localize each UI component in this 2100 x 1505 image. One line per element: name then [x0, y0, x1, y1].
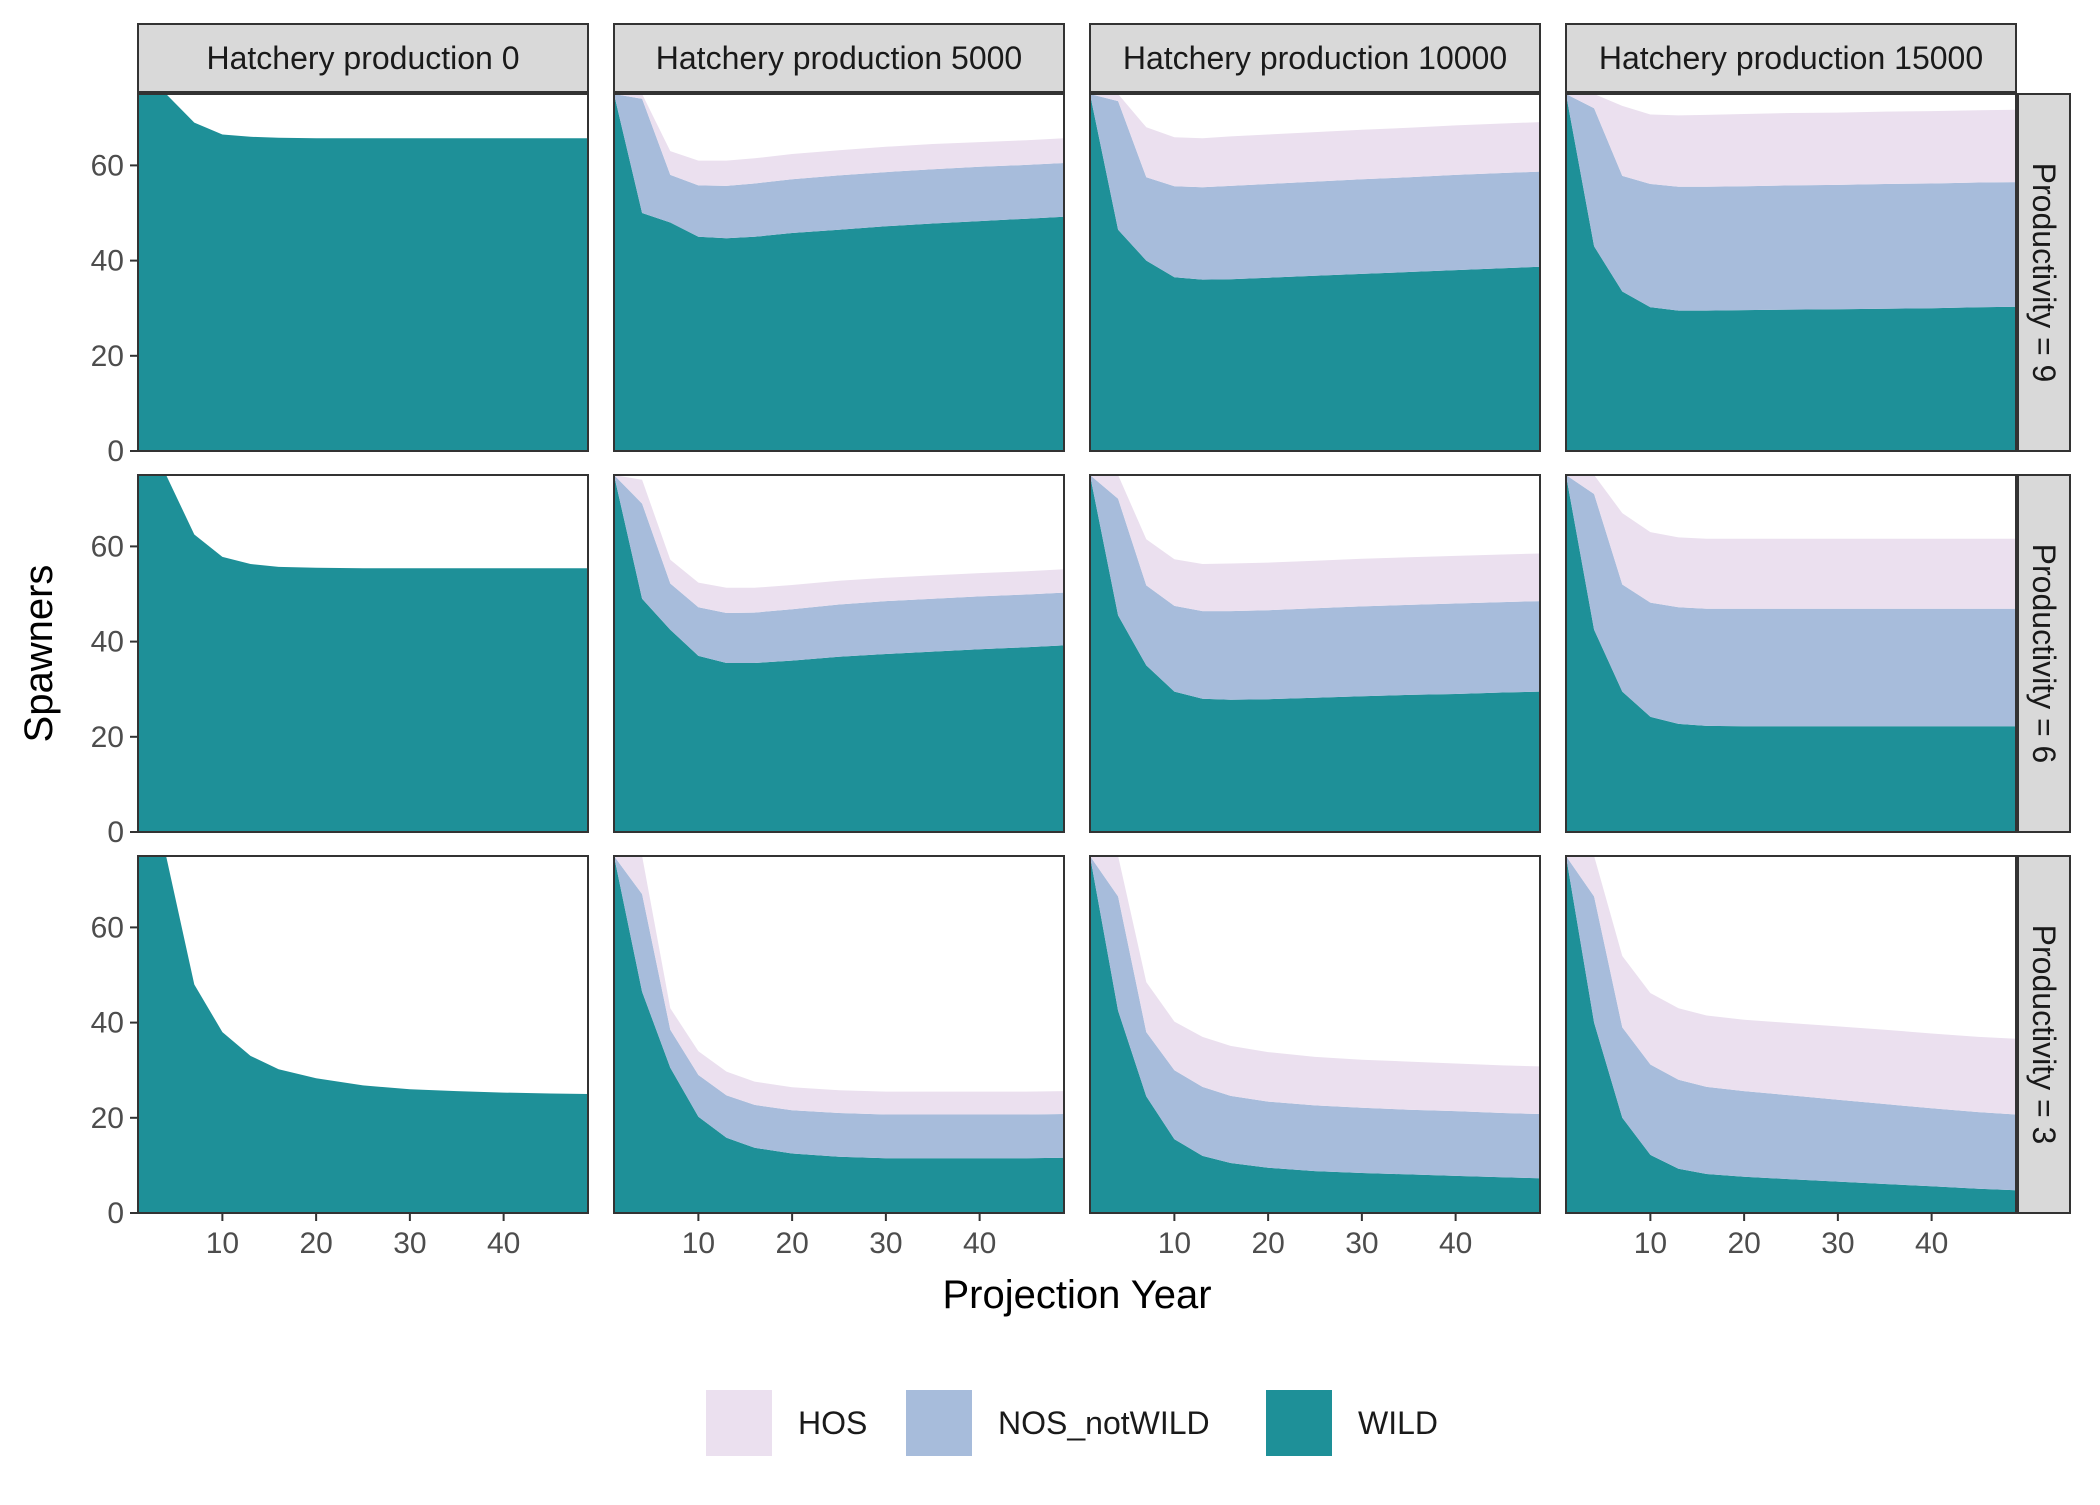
- row-strip-label: Productivity = 9: [2026, 163, 2062, 383]
- panel-border: [613, 855, 1065, 1214]
- panel-border: [137, 474, 589, 833]
- y-tick-label: 60: [91, 911, 124, 944]
- nos-notwild-area: [1566, 94, 2016, 311]
- column-strip-label: Hatchery production 0: [206, 40, 519, 76]
- wild-area: [1566, 94, 2016, 451]
- x-tick-label: 10: [682, 1227, 715, 1260]
- nos-notwild-area: [1090, 475, 1540, 700]
- panel-border: [1089, 474, 1541, 833]
- wild-area: [1566, 856, 2016, 1213]
- x-tick-label: 20: [1727, 1227, 1760, 1260]
- x-tick-label: 30: [869, 1227, 902, 1260]
- x-tick-label: 30: [1345, 1227, 1378, 1260]
- y-tick-label: 0: [107, 816, 124, 849]
- column-strip-label: Hatchery production 15000: [1599, 40, 1983, 76]
- hos-area: [1090, 856, 1540, 1114]
- panel-border: [613, 474, 1065, 833]
- x-tick-label: 40: [1915, 1227, 1948, 1260]
- panel-border: [137, 93, 589, 452]
- y-tick-label: 20: [91, 721, 124, 754]
- wild-area: [1566, 475, 2016, 832]
- legend-key: [1266, 1390, 1332, 1456]
- nos-notwild-area: [614, 856, 1064, 1159]
- hos-area: [1566, 475, 2016, 609]
- hos-area: [1090, 475, 1540, 612]
- x-tick-label: 10: [1634, 1227, 1667, 1260]
- nos-notwild-area: [1566, 475, 2016, 727]
- y-tick-label: 0: [107, 1197, 124, 1230]
- column-strip: [137, 23, 589, 93]
- x-tick-label: 10: [206, 1227, 239, 1260]
- row-strip: [2017, 93, 2071, 452]
- column-strip: [613, 23, 1065, 93]
- x-axis-title: Projection Year: [942, 1273, 1211, 1317]
- column-strip-label: Hatchery production 10000: [1123, 40, 1507, 76]
- y-tick-label: 20: [91, 340, 124, 373]
- x-tick-label: 40: [963, 1227, 996, 1260]
- panel-border: [613, 93, 1065, 452]
- wild-area: [138, 856, 588, 1213]
- x-tick-label: 20: [299, 1227, 332, 1260]
- x-tick-label: 10: [1158, 1227, 1191, 1260]
- nos-notwild-area: [614, 475, 1064, 663]
- wild-area: [138, 475, 588, 832]
- row-strip-label: Productivity = 3: [2026, 925, 2062, 1145]
- panel-border: [1565, 93, 2017, 452]
- nos-notwild-area: [1090, 856, 1540, 1179]
- nos-notwild-area: [1566, 856, 2016, 1191]
- wild-area: [614, 475, 1064, 832]
- row-strip: [2017, 855, 2071, 1214]
- panel-border: [1089, 855, 1541, 1214]
- row-strip: [2017, 474, 2071, 833]
- panel-border: [1565, 474, 2017, 833]
- column-strip: [1089, 23, 1541, 93]
- hos-area: [1566, 856, 2016, 1115]
- wild-area: [1090, 94, 1540, 451]
- column-strip: [1565, 23, 2017, 93]
- x-tick-label: 40: [1439, 1227, 1472, 1260]
- hos-area: [1566, 94, 2016, 187]
- x-tick-label: 20: [775, 1227, 808, 1260]
- y-tick-label: 20: [91, 1102, 124, 1135]
- y-tick-label: 40: [91, 245, 124, 278]
- y-tick-label: 60: [91, 149, 124, 182]
- legend-label: HOS: [798, 1405, 867, 1441]
- wild-area: [1090, 475, 1540, 832]
- y-tick-label: 0: [107, 435, 124, 468]
- y-tick-label: 40: [91, 626, 124, 659]
- x-tick-label: 30: [393, 1227, 426, 1260]
- wild-area: [614, 94, 1064, 451]
- row-strip-label: Productivity = 6: [2026, 544, 2062, 764]
- panel-border: [1089, 93, 1541, 452]
- hos-area: [614, 475, 1064, 613]
- panel-border: [137, 855, 589, 1214]
- nos-notwild-area: [614, 94, 1064, 239]
- column-strip-label: Hatchery production 5000: [656, 40, 1022, 76]
- x-tick-label: 30: [1821, 1227, 1854, 1260]
- x-tick-label: 20: [1251, 1227, 1284, 1260]
- legend-label: NOS_notWILD: [998, 1405, 1210, 1441]
- wild-area: [138, 94, 588, 451]
- y-tick-label: 60: [91, 530, 124, 563]
- y-tick-label: 40: [91, 1007, 124, 1040]
- legend-key: [706, 1390, 772, 1456]
- legend-label: WILD: [1358, 1405, 1438, 1441]
- panel-border: [1565, 855, 2017, 1214]
- hos-area: [1090, 94, 1540, 188]
- wild-area: [614, 856, 1064, 1213]
- nos-notwild-area: [1090, 94, 1540, 280]
- hos-area: [614, 94, 1064, 186]
- legend-key: [906, 1390, 972, 1456]
- x-tick-label: 40: [487, 1227, 520, 1260]
- y-axis-title: Spawners: [17, 565, 61, 743]
- wild-area: [1090, 856, 1540, 1213]
